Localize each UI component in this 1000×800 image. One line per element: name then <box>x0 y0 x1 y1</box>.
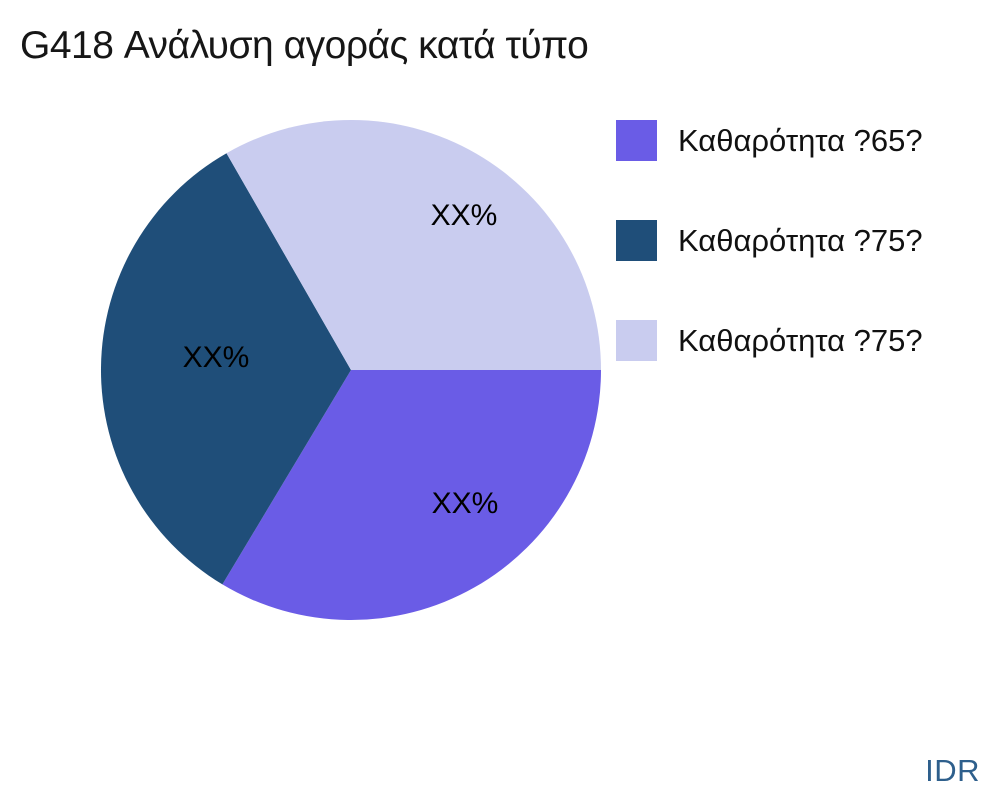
slice-label-lavender: XX% <box>430 199 498 232</box>
legend: Καθαρότητα ?65? Καθαρότητα ?75? Καθαρότη… <box>616 120 986 420</box>
watermark: IDR <box>925 753 980 788</box>
legend-item: Καθαρότητα ?75? <box>616 320 986 361</box>
pie-slice <box>100 153 352 585</box>
legend-item: Καθαρότητα ?75? <box>616 220 986 261</box>
pie-chart <box>100 119 601 621</box>
legend-swatch-icon <box>616 120 657 161</box>
legend-swatch-icon <box>616 220 657 261</box>
slice-label-darkblue: XX% <box>182 341 250 374</box>
legend-label: Καθαρότητα ?75? <box>678 322 923 358</box>
chart-title: G418 Ανάλυση αγοράς κατά τύπο <box>20 24 589 67</box>
legend-swatch-icon <box>616 320 657 361</box>
legend-label: Καθαρότητα ?65? <box>678 122 923 158</box>
pie-slice <box>226 119 601 370</box>
legend-item: Καθαρότητα ?65? <box>616 120 986 161</box>
slice-label-purple: XX% <box>431 487 499 520</box>
legend-label: Καθαρότητα ?75? <box>678 222 923 258</box>
pie-slice <box>222 370 601 621</box>
